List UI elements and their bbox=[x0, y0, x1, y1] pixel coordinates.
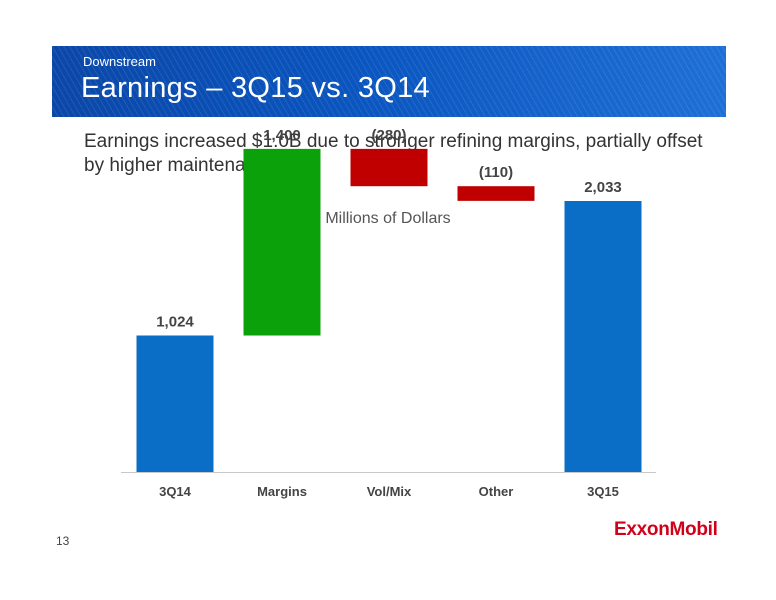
section-label: Downstream bbox=[83, 54, 156, 69]
chart-unit-label: Millions of Dollars bbox=[325, 210, 450, 227]
data-label-vol-mix: (280) bbox=[371, 127, 406, 144]
bar-vol-mix bbox=[350, 148, 428, 187]
x-tick-other: Other bbox=[479, 484, 514, 499]
x-tick-vol-mix: Vol/Mix bbox=[367, 484, 412, 499]
bar-margins bbox=[243, 148, 321, 336]
slide-subtitle: Earnings increased $1.0B due to stronger… bbox=[84, 131, 703, 176]
x-tick-3q15: 3Q15 bbox=[587, 484, 619, 499]
bar-3q15 bbox=[564, 201, 642, 472]
page-number: 13 bbox=[56, 534, 70, 548]
page-title: Earnings – 3Q15 vs. 3Q14 bbox=[81, 72, 430, 104]
data-label-other: (110) bbox=[479, 164, 513, 181]
bar-other bbox=[457, 186, 535, 201]
title-banner: Downstream Earnings – 3Q15 vs. 3Q14 bbox=[52, 46, 726, 117]
data-label-margins: 1,400 bbox=[263, 127, 301, 144]
banner-texture bbox=[52, 46, 726, 117]
x-tick-margins: Margins bbox=[257, 484, 307, 499]
bar-3q14 bbox=[136, 335, 214, 472]
exxonmobil-logo: ExxonMobil bbox=[614, 519, 718, 540]
data-label-3q15: 2,033 bbox=[584, 179, 622, 196]
data-label-3q14: 1,024 bbox=[156, 314, 194, 331]
x-tick-3q14: 3Q14 bbox=[159, 484, 192, 499]
